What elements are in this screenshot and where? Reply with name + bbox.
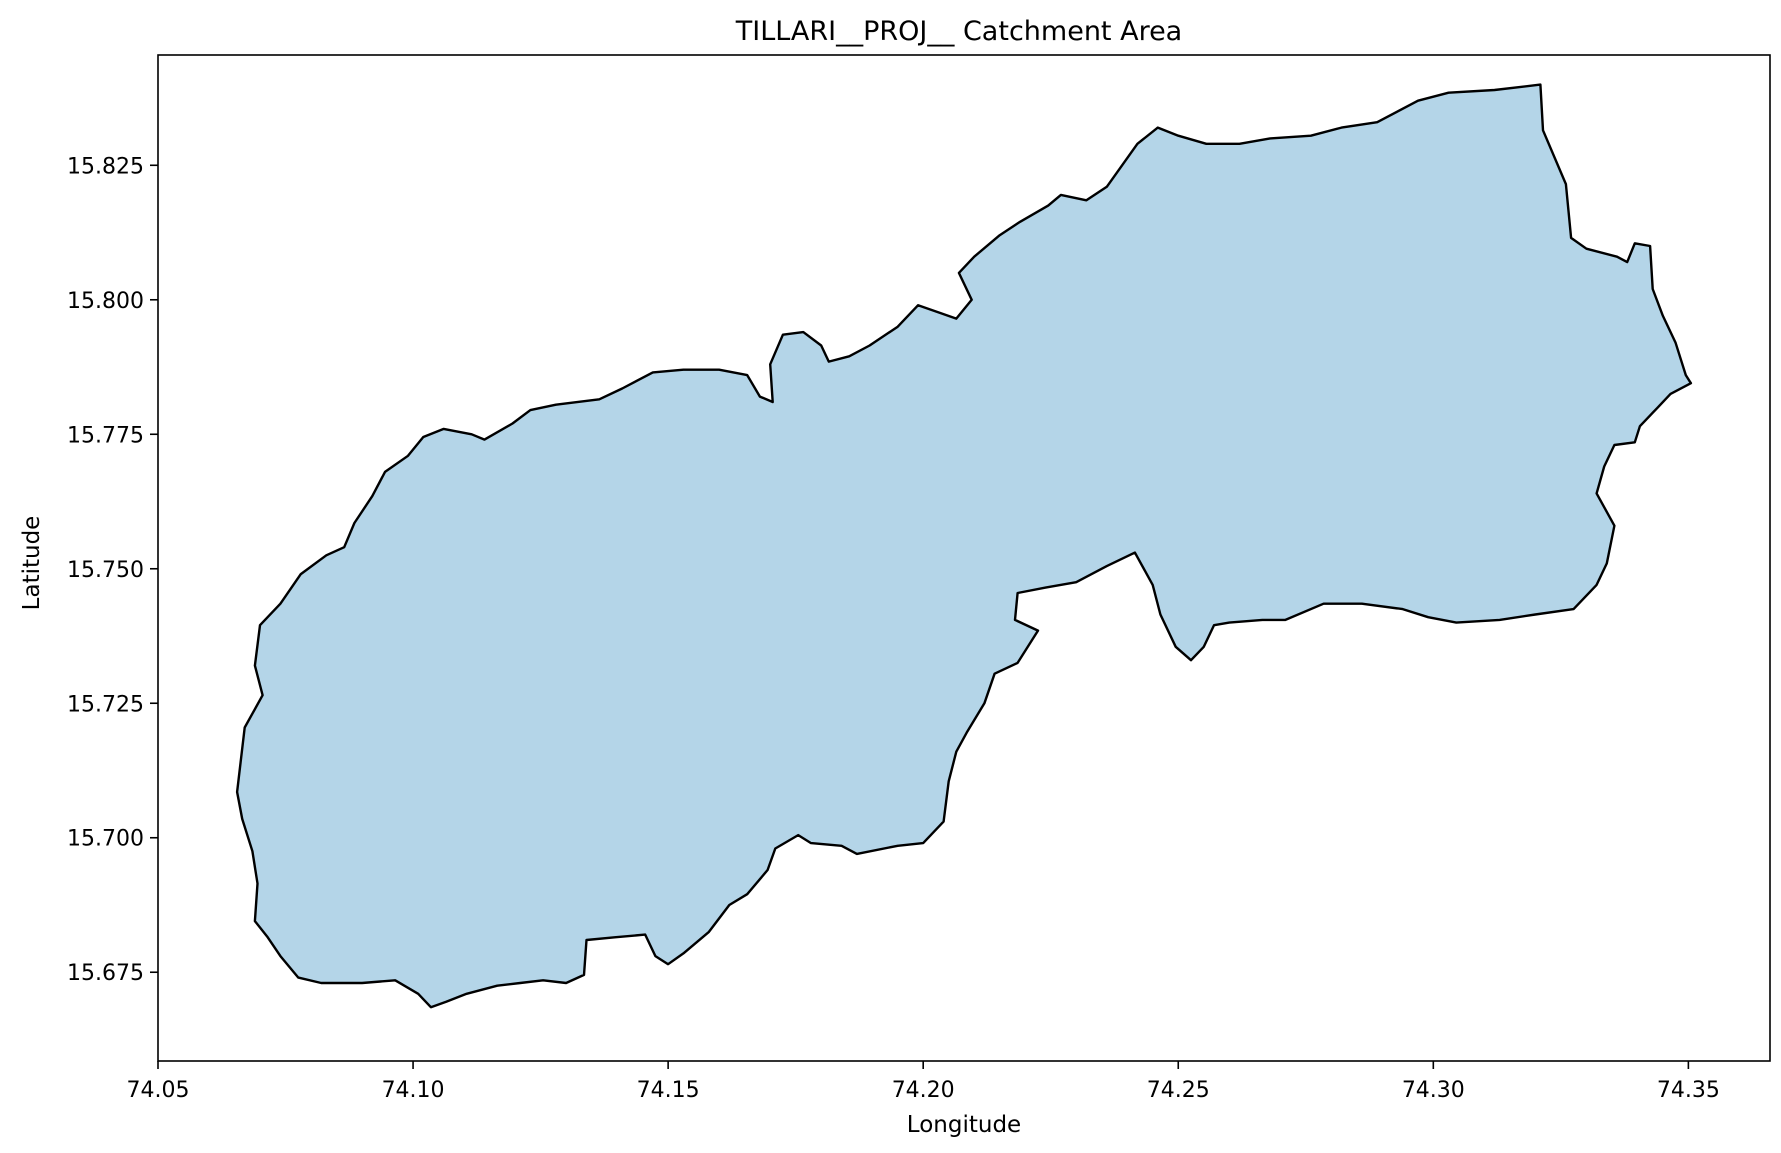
y-axis-label: Latitude xyxy=(19,516,45,611)
x-axis-ticks: 74.05 74.10 74.15 74.20 74.25 74.30 74.35 xyxy=(127,1061,1720,1103)
catchment-layer xyxy=(235,83,1693,1009)
x-tick-label: 74.15 xyxy=(637,1078,700,1103)
x-tick-label: 74.20 xyxy=(892,1078,955,1103)
x-tick-label: 74.35 xyxy=(1657,1078,1720,1103)
y-tick-label: 15.800 xyxy=(67,289,144,314)
axes-frame xyxy=(157,54,1771,1062)
y-tick-label: 15.675 xyxy=(67,961,144,986)
y-tick-label: 15.825 xyxy=(67,154,144,179)
catchment-boundary-polygon xyxy=(235,83,1693,1009)
y-tick-label: 15.725 xyxy=(67,692,144,717)
x-tick-label: 74.10 xyxy=(382,1078,445,1103)
y-tick-label: 15.700 xyxy=(67,827,144,852)
x-tick-label: 74.25 xyxy=(1147,1078,1210,1103)
y-axis-ticks: 15.675 15.700 15.725 15.750 15.775 15.800 15.8… xyxy=(67,154,158,986)
y-tick-label: 15.775 xyxy=(67,423,144,448)
x-axis-label: Longitude xyxy=(907,1112,1021,1138)
chart-title: TILLARI__PROJ__ Catchment Area xyxy=(735,16,1182,47)
x-tick-label: 74.05 xyxy=(127,1078,190,1103)
y-tick-label: 15.750 xyxy=(67,558,144,583)
x-tick-label: 74.30 xyxy=(1402,1078,1465,1103)
plot-area xyxy=(157,54,1771,1062)
